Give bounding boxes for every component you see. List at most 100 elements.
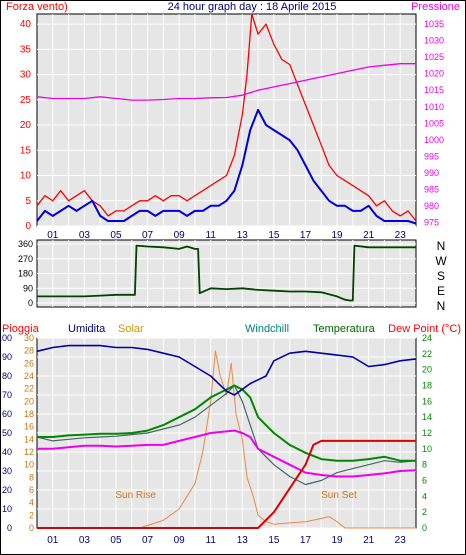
pressure-tick-label: 1035: [424, 19, 444, 29]
x-tick-label: 07: [142, 535, 154, 546]
solar-tick-label: 26: [24, 358, 34, 368]
temperature-label: Temperatura: [313, 323, 376, 335]
direction-tick-label: 0: [28, 298, 33, 308]
chart-title: 24 hour graph day : 18 Aprile 2015: [168, 1, 337, 13]
wind-tick-label: 0: [25, 221, 31, 232]
x-tick-label: 15: [268, 230, 280, 241]
temperature-tick-label: 8: [422, 460, 427, 470]
x-tick-label: 17: [300, 535, 312, 546]
direction-series: [37, 244, 416, 302]
pressure-tick-label: 1005: [424, 118, 444, 128]
pressure-y-axis: 975 980 985 990 995 1000 1005 1010 1015 1020 1025 1…: [424, 19, 444, 228]
x-axis-top: 01 03 05 07 09 11 13 15 17 19 21 23: [47, 230, 406, 241]
series-humidity: [36, 344, 417, 396]
wind-tick-label: 15: [20, 145, 32, 156]
humidity-tick-label: 20: [2, 485, 12, 495]
pressure-tick-label: 980: [424, 201, 439, 211]
solar-tick-label: 18: [24, 409, 34, 419]
solar-tick-label: 4: [29, 498, 34, 508]
solar-tick-label: 12: [24, 447, 34, 457]
humidity-tick-label: 30: [2, 466, 12, 476]
solar-tick-label: 30: [24, 333, 34, 343]
x-tick-label: 05: [110, 230, 122, 241]
x-tick-label: 19: [331, 230, 343, 241]
solar-tick-label: 10: [24, 460, 34, 470]
x-tick-label: 19: [331, 535, 343, 546]
compass-label: W: [435, 254, 447, 268]
sunrise-annotation: Sun Rise: [115, 490, 156, 501]
pressure-tick-label: 1025: [424, 52, 444, 62]
x-tick-label: 21: [363, 535, 375, 546]
pressure-tick-label: 975: [424, 218, 439, 228]
temperature-series: [36, 344, 417, 529]
direction-tick-label: 180: [18, 269, 33, 279]
solar-tick-label: 6: [29, 485, 34, 495]
temperature-grid: [36, 337, 417, 529]
solar-tick-label: 0: [29, 523, 34, 533]
x-tick-label: 15: [268, 535, 280, 546]
pressure-tick-label: 1015: [424, 85, 444, 95]
direction-tick-label: 90: [23, 283, 33, 293]
solar-tick-label: 8: [29, 472, 34, 482]
solar-tick-label: 22: [24, 384, 34, 394]
temperature-tick-label: 18: [422, 381, 432, 391]
pressure-tick-label: 1010: [424, 102, 444, 112]
rain-label: Pioggia: [2, 323, 40, 335]
x-tick-label: 07: [142, 230, 154, 241]
x-tick-label: 23: [395, 535, 407, 546]
humidity-tick-label: 70: [2, 390, 12, 400]
x-tick-label: 03: [79, 535, 91, 546]
solar-tick-label: 2: [29, 510, 34, 520]
temperature-tick-label: 0: [422, 523, 427, 533]
x-tick-label: 09: [174, 535, 186, 546]
humidity-tick-label: 80: [2, 371, 12, 381]
direction-tick-label: 270: [18, 254, 33, 264]
temperature-tick-label: 2: [422, 507, 427, 517]
x-tick-label: 23: [395, 230, 407, 241]
wind-tick-label: 5: [25, 196, 31, 207]
temperature-tick-label: 6: [422, 476, 427, 486]
humidity-tick-label: 90: [2, 352, 12, 362]
x-tick-label: 01: [47, 230, 59, 241]
direction-y-axis: 0 90 180 270 360: [18, 239, 33, 308]
dewpoint-label: Dew Point (°C): [388, 323, 461, 335]
compass-label: N: [437, 299, 446, 313]
pressure-tick-label: 1000: [424, 135, 444, 145]
series-rain: [37, 439, 416, 529]
wind-pressure-series: [36, 13, 417, 225]
x-tick-label: 11: [206, 535, 217, 546]
solar-tick-label: 24: [24, 371, 34, 381]
temperature-tick-label: 10: [422, 444, 432, 454]
solar-tick-label: 14: [24, 434, 34, 444]
solar-tick-label: 20: [24, 396, 34, 406]
wind-tick-label: 30: [20, 70, 32, 81]
wind-tick-label: 40: [20, 19, 32, 30]
series-direction: [37, 244, 416, 302]
humidity-tick-label: 10: [2, 504, 12, 514]
wind-tick-label: 25: [20, 95, 32, 106]
temperature-tick-label: 16: [422, 396, 432, 406]
series-dewpoint: [37, 429, 417, 478]
x-tick-label: 09: [174, 230, 186, 241]
humidity-tick-label: 50: [2, 428, 12, 438]
temperature-tick-label: 4: [422, 491, 427, 501]
humidity-tick-label: 0: [7, 523, 12, 533]
pressure-tick-label: 990: [424, 168, 439, 178]
solar-tick-label: 28: [24, 346, 34, 356]
wind-pressure-grid: [36, 13, 417, 227]
series-solar: [37, 350, 416, 529]
direction-tick-label: 360: [18, 239, 33, 249]
temperature-y-axes: 0102030405060708090100024681012141618202…: [0, 333, 432, 533]
wind-tick-label: 20: [20, 120, 32, 131]
x-tick-label: 03: [79, 230, 91, 241]
temperature-tick-label: 14: [422, 412, 432, 422]
temperature-tick-label: 22: [422, 349, 432, 359]
series-average: [36, 108, 417, 225]
x-tick-label: 01: [47, 535, 59, 546]
compass-label: S: [437, 269, 445, 283]
x-tick-label: 05: [110, 535, 122, 546]
temperature-panel: Pioggia Umidita Solar Windchill Temperat…: [0, 323, 461, 546]
